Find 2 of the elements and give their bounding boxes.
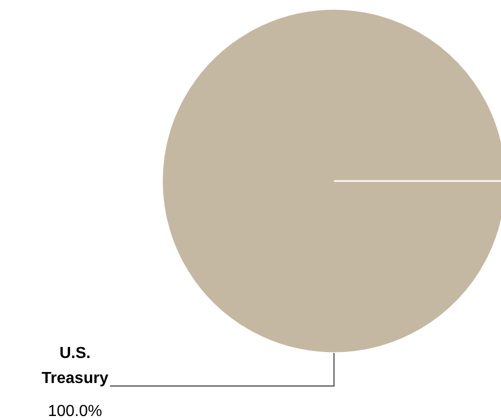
- data-label: 100.0%: [48, 403, 102, 420]
- slice-label: U.S. Treasury: [42, 345, 108, 387]
